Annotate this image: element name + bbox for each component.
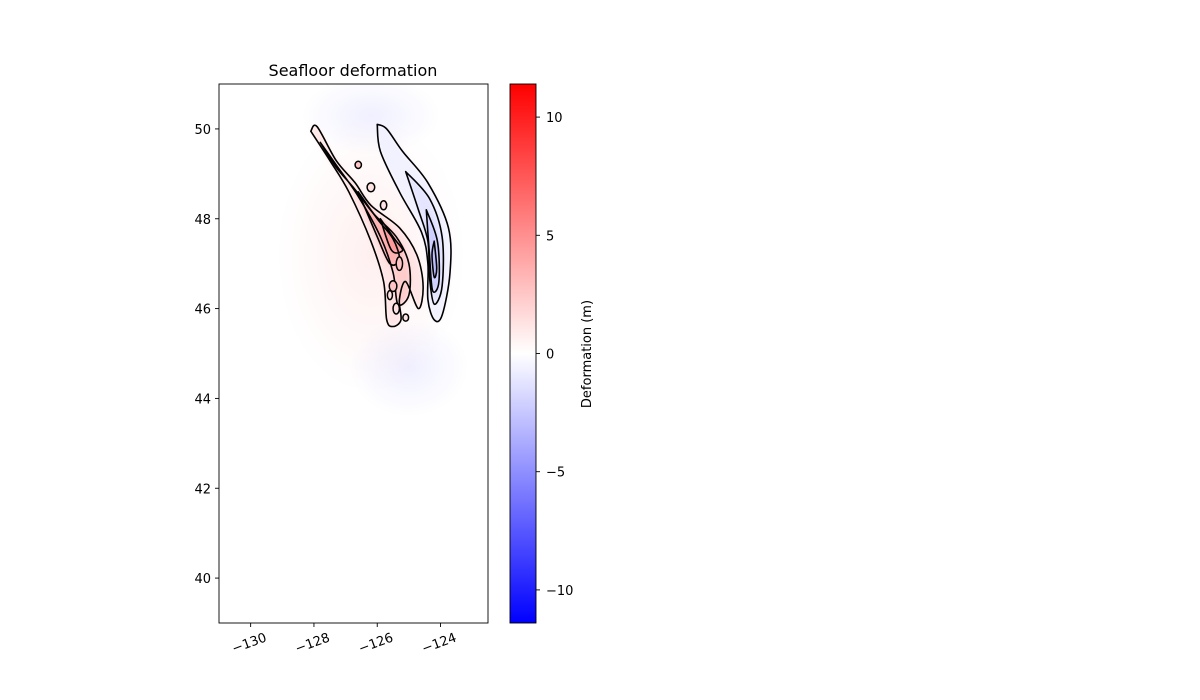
contour-line bbox=[310, 124, 424, 328]
contour-line bbox=[379, 218, 404, 254]
colorbar-tick-label: 5 bbox=[546, 229, 554, 244]
y-axis: 40 42 44 46 48 50 bbox=[194, 123, 219, 587]
contour-island bbox=[386, 289, 394, 301]
contour-island bbox=[379, 200, 388, 211]
contour-lines bbox=[310, 123, 452, 328]
y-tick-label: 50 bbox=[194, 123, 211, 138]
y-tick-label: 42 bbox=[194, 482, 211, 497]
contour-line bbox=[404, 170, 445, 306]
contour-island bbox=[388, 279, 398, 293]
colorbar-gradient bbox=[509, 83, 537, 624]
colorbar-tick-label: −10 bbox=[546, 584, 573, 599]
y-tick-label: 46 bbox=[194, 303, 211, 318]
y-tick-label: 44 bbox=[194, 392, 211, 407]
subsidence-halo-south bbox=[348, 316, 469, 417]
colorbar-tick-label: −5 bbox=[546, 466, 565, 481]
x-tick-label: −128 bbox=[293, 631, 332, 657]
colorbar-label: Deformation (m) bbox=[580, 300, 595, 408]
contour-island bbox=[395, 256, 404, 272]
contour-island bbox=[402, 313, 410, 322]
x-axis: −130 −128 −126 −124 bbox=[230, 623, 459, 657]
x-tick-label: −130 bbox=[230, 631, 269, 657]
y-tick-label: 40 bbox=[194, 572, 211, 587]
colorbar-tick-label: 10 bbox=[546, 111, 563, 126]
contour-line bbox=[425, 209, 441, 294]
plot-frame bbox=[218, 83, 489, 624]
y-tick-label: 48 bbox=[194, 213, 211, 228]
contour-line bbox=[319, 141, 412, 306]
colorbar: 10 5 0 −5 −10 Deformation (m) bbox=[509, 83, 595, 624]
x-tick-label: −126 bbox=[357, 631, 396, 657]
colorbar-tick-label: 0 bbox=[546, 348, 554, 363]
chart-title: Seafloor deformation bbox=[269, 61, 438, 80]
colorbar-ticks: 10 5 0 −5 −10 bbox=[536, 111, 573, 599]
contour-line bbox=[431, 240, 438, 279]
contour-line bbox=[376, 123, 452, 323]
contour-island bbox=[366, 182, 376, 193]
contour-island bbox=[354, 160, 363, 170]
plot-area bbox=[218, 83, 489, 624]
contour-island bbox=[392, 302, 401, 315]
x-tick-label: −124 bbox=[420, 631, 459, 657]
subsidence-halo-north bbox=[300, 84, 441, 156]
